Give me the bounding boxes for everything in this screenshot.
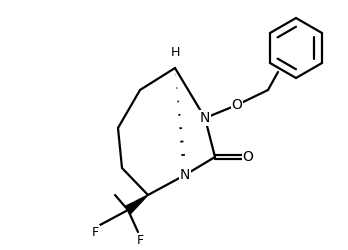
Text: O: O — [243, 150, 253, 164]
Text: O: O — [231, 98, 243, 112]
Text: N: N — [180, 168, 190, 182]
Text: H: H — [170, 46, 180, 59]
Polygon shape — [125, 195, 148, 214]
Text: F: F — [136, 234, 144, 246]
Text: F: F — [92, 226, 98, 238]
Text: N: N — [200, 111, 210, 125]
